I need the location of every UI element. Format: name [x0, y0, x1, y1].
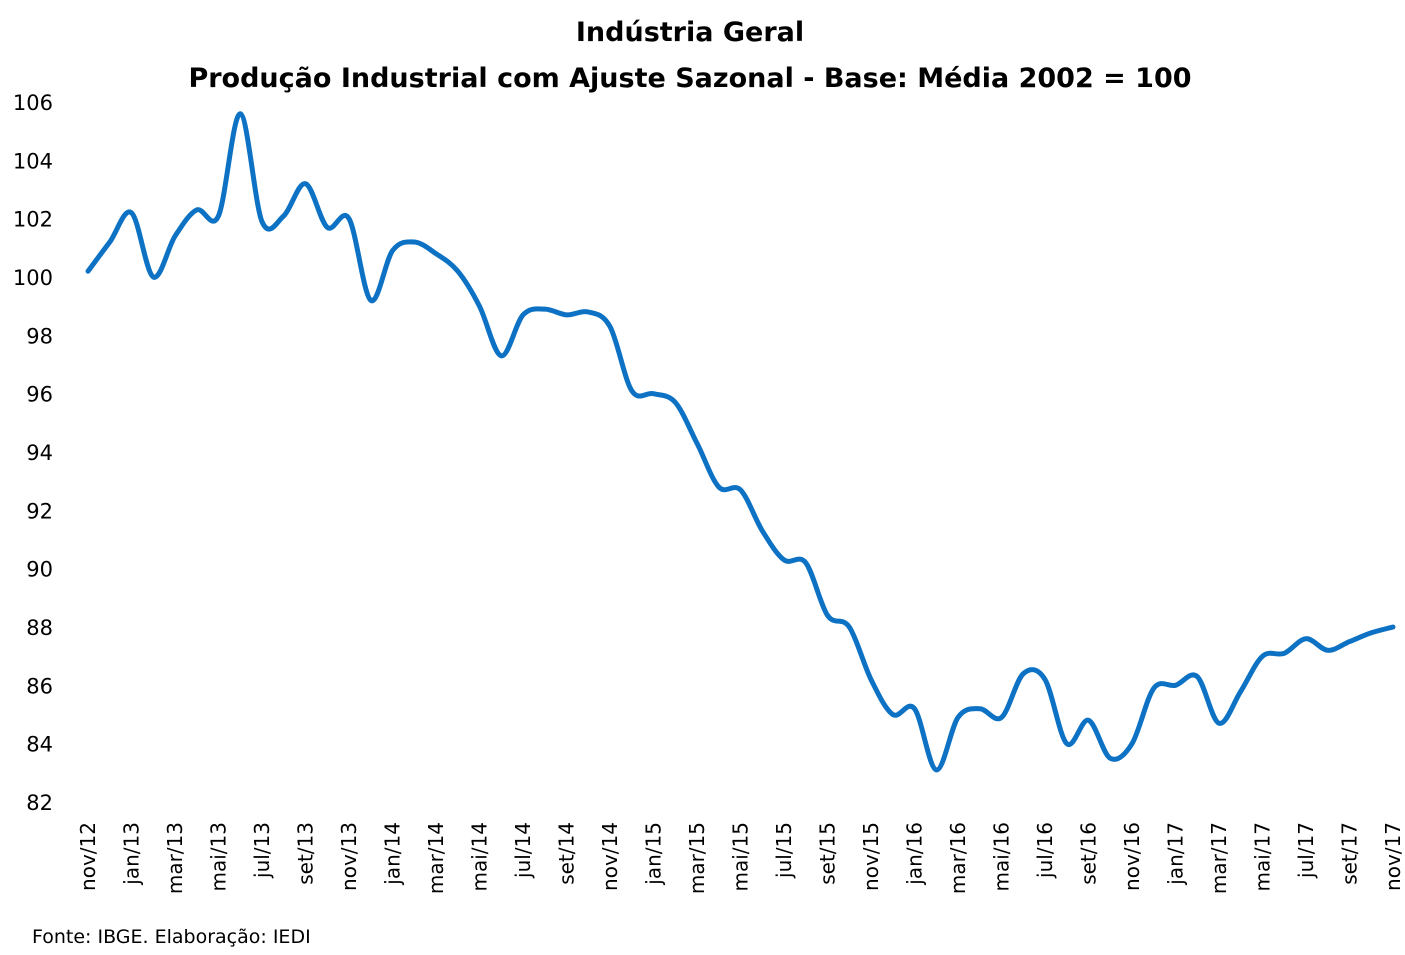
- chart-title: Indústria Geral: [575, 17, 805, 48]
- x-tick-label: jan/16: [903, 822, 927, 886]
- source-note: Fonte: IBGE. Elaboração: IEDI: [32, 926, 311, 948]
- x-tick-label: jul/15: [772, 822, 796, 879]
- x-tick-label: set/16: [1077, 822, 1101, 885]
- x-tick-label: nov/13: [337, 822, 361, 891]
- x-tick-label: nov/17: [1381, 822, 1405, 891]
- x-tick-label: jul/16: [1033, 822, 1057, 879]
- x-tick-label: jan/13: [120, 822, 144, 886]
- x-tick-label: mai/13: [207, 822, 231, 891]
- x-tick-label: mar/16: [946, 822, 970, 894]
- x-axis: nov/12 jan/13 mar/13 mai/13 jul/13 set/13 nov/…: [76, 822, 1405, 894]
- x-tick-label: jan/17: [1164, 822, 1188, 886]
- y-tick-label: 92: [26, 499, 53, 523]
- y-tick-label: 82: [26, 791, 53, 815]
- x-tick-label: nov/16: [1120, 822, 1144, 891]
- x-tick-label: jan/15: [642, 822, 666, 886]
- x-tick-label: mai/17: [1251, 822, 1275, 891]
- y-tick-label: 102: [13, 208, 53, 232]
- x-tick-label: jan/14: [381, 822, 405, 886]
- chart-title-block: Indústria Geral Produção Industrial com …: [0, 10, 1380, 102]
- x-tick-label: jul/17: [1294, 822, 1318, 879]
- x-tick-label: mar/14: [424, 822, 448, 894]
- x-tick-label: mar/15: [685, 822, 709, 894]
- y-tick-label: 100: [13, 266, 53, 290]
- chart-subtitle: Produção Industrial com Ajuste Sazonal -…: [188, 63, 1192, 94]
- x-tick-label: mar/13: [163, 822, 187, 894]
- y-tick-label: 86: [26, 674, 53, 698]
- x-tick-label: nov/12: [76, 822, 100, 891]
- y-tick-label: 104: [13, 149, 53, 173]
- x-tick-label: mar/17: [1207, 822, 1231, 894]
- series-line: [85, 111, 1396, 773]
- y-tick-label: 106: [13, 91, 53, 115]
- y-tick-label: 98: [26, 324, 53, 348]
- series-layer: [85, 111, 1396, 773]
- y-tick-label: 84: [26, 733, 53, 757]
- y-tick-label: 94: [26, 441, 53, 465]
- x-tick-label: jul/13: [250, 822, 274, 879]
- x-tick-label: nov/15: [859, 822, 883, 891]
- x-tick-label: nov/14: [598, 822, 622, 891]
- x-tick-label: set/17: [1338, 822, 1362, 885]
- x-tick-label: set/13: [294, 822, 318, 885]
- y-axis: 82 84 86 88 90 92 94 96 98 100 102 104 106: [13, 91, 53, 815]
- x-tick-label: set/15: [816, 822, 840, 885]
- x-tick-label: mai/15: [729, 822, 753, 891]
- x-tick-label: jul/14: [511, 822, 535, 879]
- y-tick-label: 96: [26, 383, 53, 407]
- x-tick-label: mai/14: [468, 822, 492, 891]
- y-tick-label: 90: [26, 558, 53, 582]
- y-tick-label: 88: [26, 616, 53, 640]
- x-tick-label: mai/16: [990, 822, 1014, 891]
- x-tick-label: set/14: [555, 822, 579, 885]
